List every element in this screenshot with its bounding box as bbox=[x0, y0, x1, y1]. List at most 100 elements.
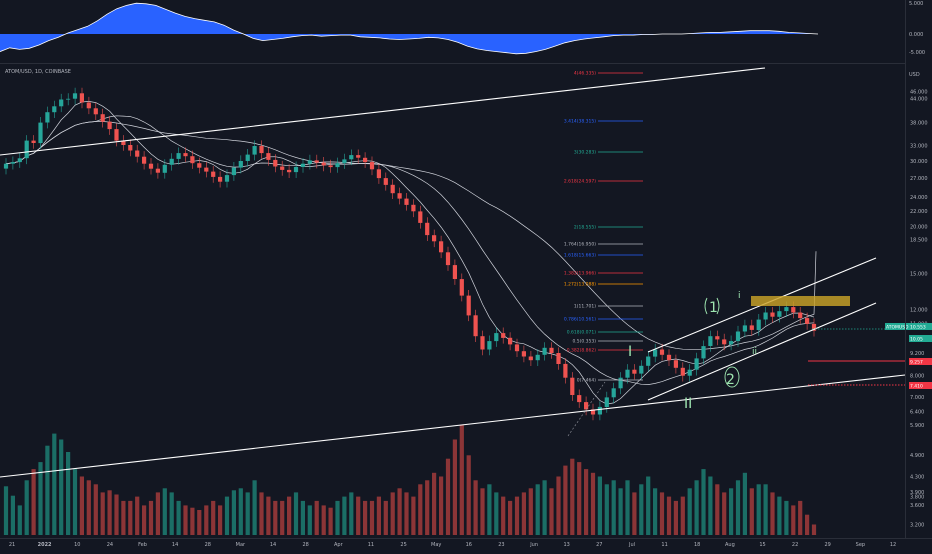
candle-body bbox=[307, 160, 312, 164]
volume-bar bbox=[653, 488, 658, 535]
candle-body bbox=[79, 93, 84, 103]
volume-bar bbox=[659, 492, 665, 535]
candle-body bbox=[72, 93, 78, 99]
price-tick: 30.000 bbox=[910, 159, 928, 165]
wave-label-ii: ii bbox=[752, 347, 757, 357]
volume-bar bbox=[452, 439, 457, 535]
volume-bar bbox=[363, 500, 368, 535]
volume-bar bbox=[128, 500, 133, 535]
fib-level-label: 1.272(13.088) bbox=[564, 282, 596, 288]
volume-bar bbox=[93, 484, 98, 535]
badge-3-value: 9.257 bbox=[910, 360, 923, 366]
candle-body bbox=[577, 395, 582, 403]
time-tick: 29 bbox=[825, 542, 831, 548]
volume-bar bbox=[528, 488, 533, 535]
volume-bar bbox=[3, 486, 9, 535]
fib-level-label: 0.5(0.353) bbox=[572, 339, 596, 345]
volume-bar bbox=[715, 484, 720, 535]
candle-body bbox=[756, 319, 761, 330]
channel-lower-line bbox=[647, 302, 877, 401]
candle-body bbox=[100, 114, 105, 122]
volume-bar bbox=[266, 496, 271, 535]
candle-body bbox=[404, 198, 409, 205]
trendlines bbox=[0, 67, 906, 478]
fib-level-label: 1.618(15.663) bbox=[564, 253, 596, 259]
volume-bar bbox=[549, 488, 554, 535]
candle-body bbox=[653, 349, 658, 357]
volume-bar bbox=[224, 496, 230, 535]
wave-label-1: 1 bbox=[709, 300, 718, 316]
candle-body bbox=[639, 365, 644, 374]
fib-level-label: 0.382(8.862) bbox=[567, 348, 597, 354]
price-tick: 15.000 bbox=[910, 271, 928, 277]
candle-body bbox=[86, 102, 91, 109]
price-axis[interactable]: 46.000 44.000 38.000 33.000 30.000 27.000 24.0… bbox=[910, 89, 928, 528]
candle-body bbox=[473, 315, 478, 337]
chart-title: ATOM/USD, 1D, COINBASE bbox=[5, 69, 71, 75]
candle-body bbox=[93, 108, 98, 115]
volume-bar bbox=[342, 496, 347, 535]
volume-bar bbox=[618, 488, 623, 535]
time-tick: Jul bbox=[628, 542, 635, 548]
volume-bar bbox=[218, 505, 223, 535]
volume-bar bbox=[749, 488, 754, 535]
candle-body bbox=[501, 333, 506, 338]
candle-body bbox=[742, 325, 747, 332]
volume-bar bbox=[411, 496, 416, 535]
candle-body bbox=[114, 129, 119, 141]
badge-2-value: 10.05 bbox=[910, 337, 923, 343]
candle-body bbox=[245, 154, 250, 161]
wave-annotations: 1 2 I II i ii bbox=[628, 291, 757, 412]
volume-bar bbox=[24, 480, 29, 535]
badge-symbol-bg bbox=[885, 323, 909, 330]
volume-bar bbox=[666, 496, 672, 535]
candle-body bbox=[148, 163, 154, 169]
candle-body bbox=[494, 333, 499, 342]
price-badges: ATOMUSD 10.553 10.05 9.257 7.410 bbox=[885, 323, 932, 390]
fib-level-label: 4(46.335) bbox=[574, 71, 596, 77]
volume-bar bbox=[777, 496, 782, 535]
candle-body bbox=[632, 369, 637, 374]
volume-bar bbox=[432, 472, 437, 535]
volume-bar bbox=[770, 492, 775, 535]
candle-body bbox=[659, 349, 665, 355]
volume-bar bbox=[86, 480, 91, 535]
volume-bar bbox=[155, 492, 160, 535]
candle-body bbox=[570, 377, 575, 395]
volume-bar bbox=[356, 496, 361, 535]
candle-body bbox=[135, 150, 140, 157]
candle-body bbox=[363, 157, 368, 163]
volume-bar bbox=[577, 462, 582, 535]
candle-body bbox=[432, 235, 437, 242]
volume-bar bbox=[487, 484, 492, 535]
volume-bar bbox=[597, 476, 602, 535]
upper-resistance-trendline bbox=[0, 67, 766, 156]
time-tick: 11 bbox=[661, 542, 667, 548]
candle-body bbox=[162, 164, 167, 173]
volume-bar bbox=[439, 476, 444, 535]
wave-label-I: I bbox=[628, 344, 632, 360]
volume-bar bbox=[425, 480, 430, 535]
price-tick: 6.400 bbox=[910, 410, 924, 416]
resistance-zone bbox=[751, 296, 850, 306]
candle-body bbox=[17, 158, 22, 163]
time-tick: 13 bbox=[564, 542, 570, 548]
volume-bar bbox=[570, 458, 575, 535]
candle-body bbox=[763, 312, 768, 320]
candle-body bbox=[204, 167, 209, 172]
volume-bar bbox=[811, 524, 817, 535]
time-axis[interactable]: 21 2022 10 24 Feb 14 28 Mar 14 28 Apr 11 25 May 16 23 Ju… bbox=[9, 542, 896, 548]
candle-body bbox=[418, 211, 423, 223]
time-tick: 27 bbox=[596, 542, 602, 548]
badge-last-price-bg bbox=[909, 323, 932, 330]
candle-body bbox=[300, 163, 305, 167]
volume-bar bbox=[639, 484, 644, 535]
volume-bar bbox=[466, 455, 471, 535]
badge-last-price: 10.553 bbox=[910, 325, 926, 331]
candle-body bbox=[107, 121, 112, 130]
volume-bar bbox=[10, 495, 15, 535]
price-tick: 4.300 bbox=[910, 474, 924, 480]
candle-body bbox=[328, 165, 333, 168]
